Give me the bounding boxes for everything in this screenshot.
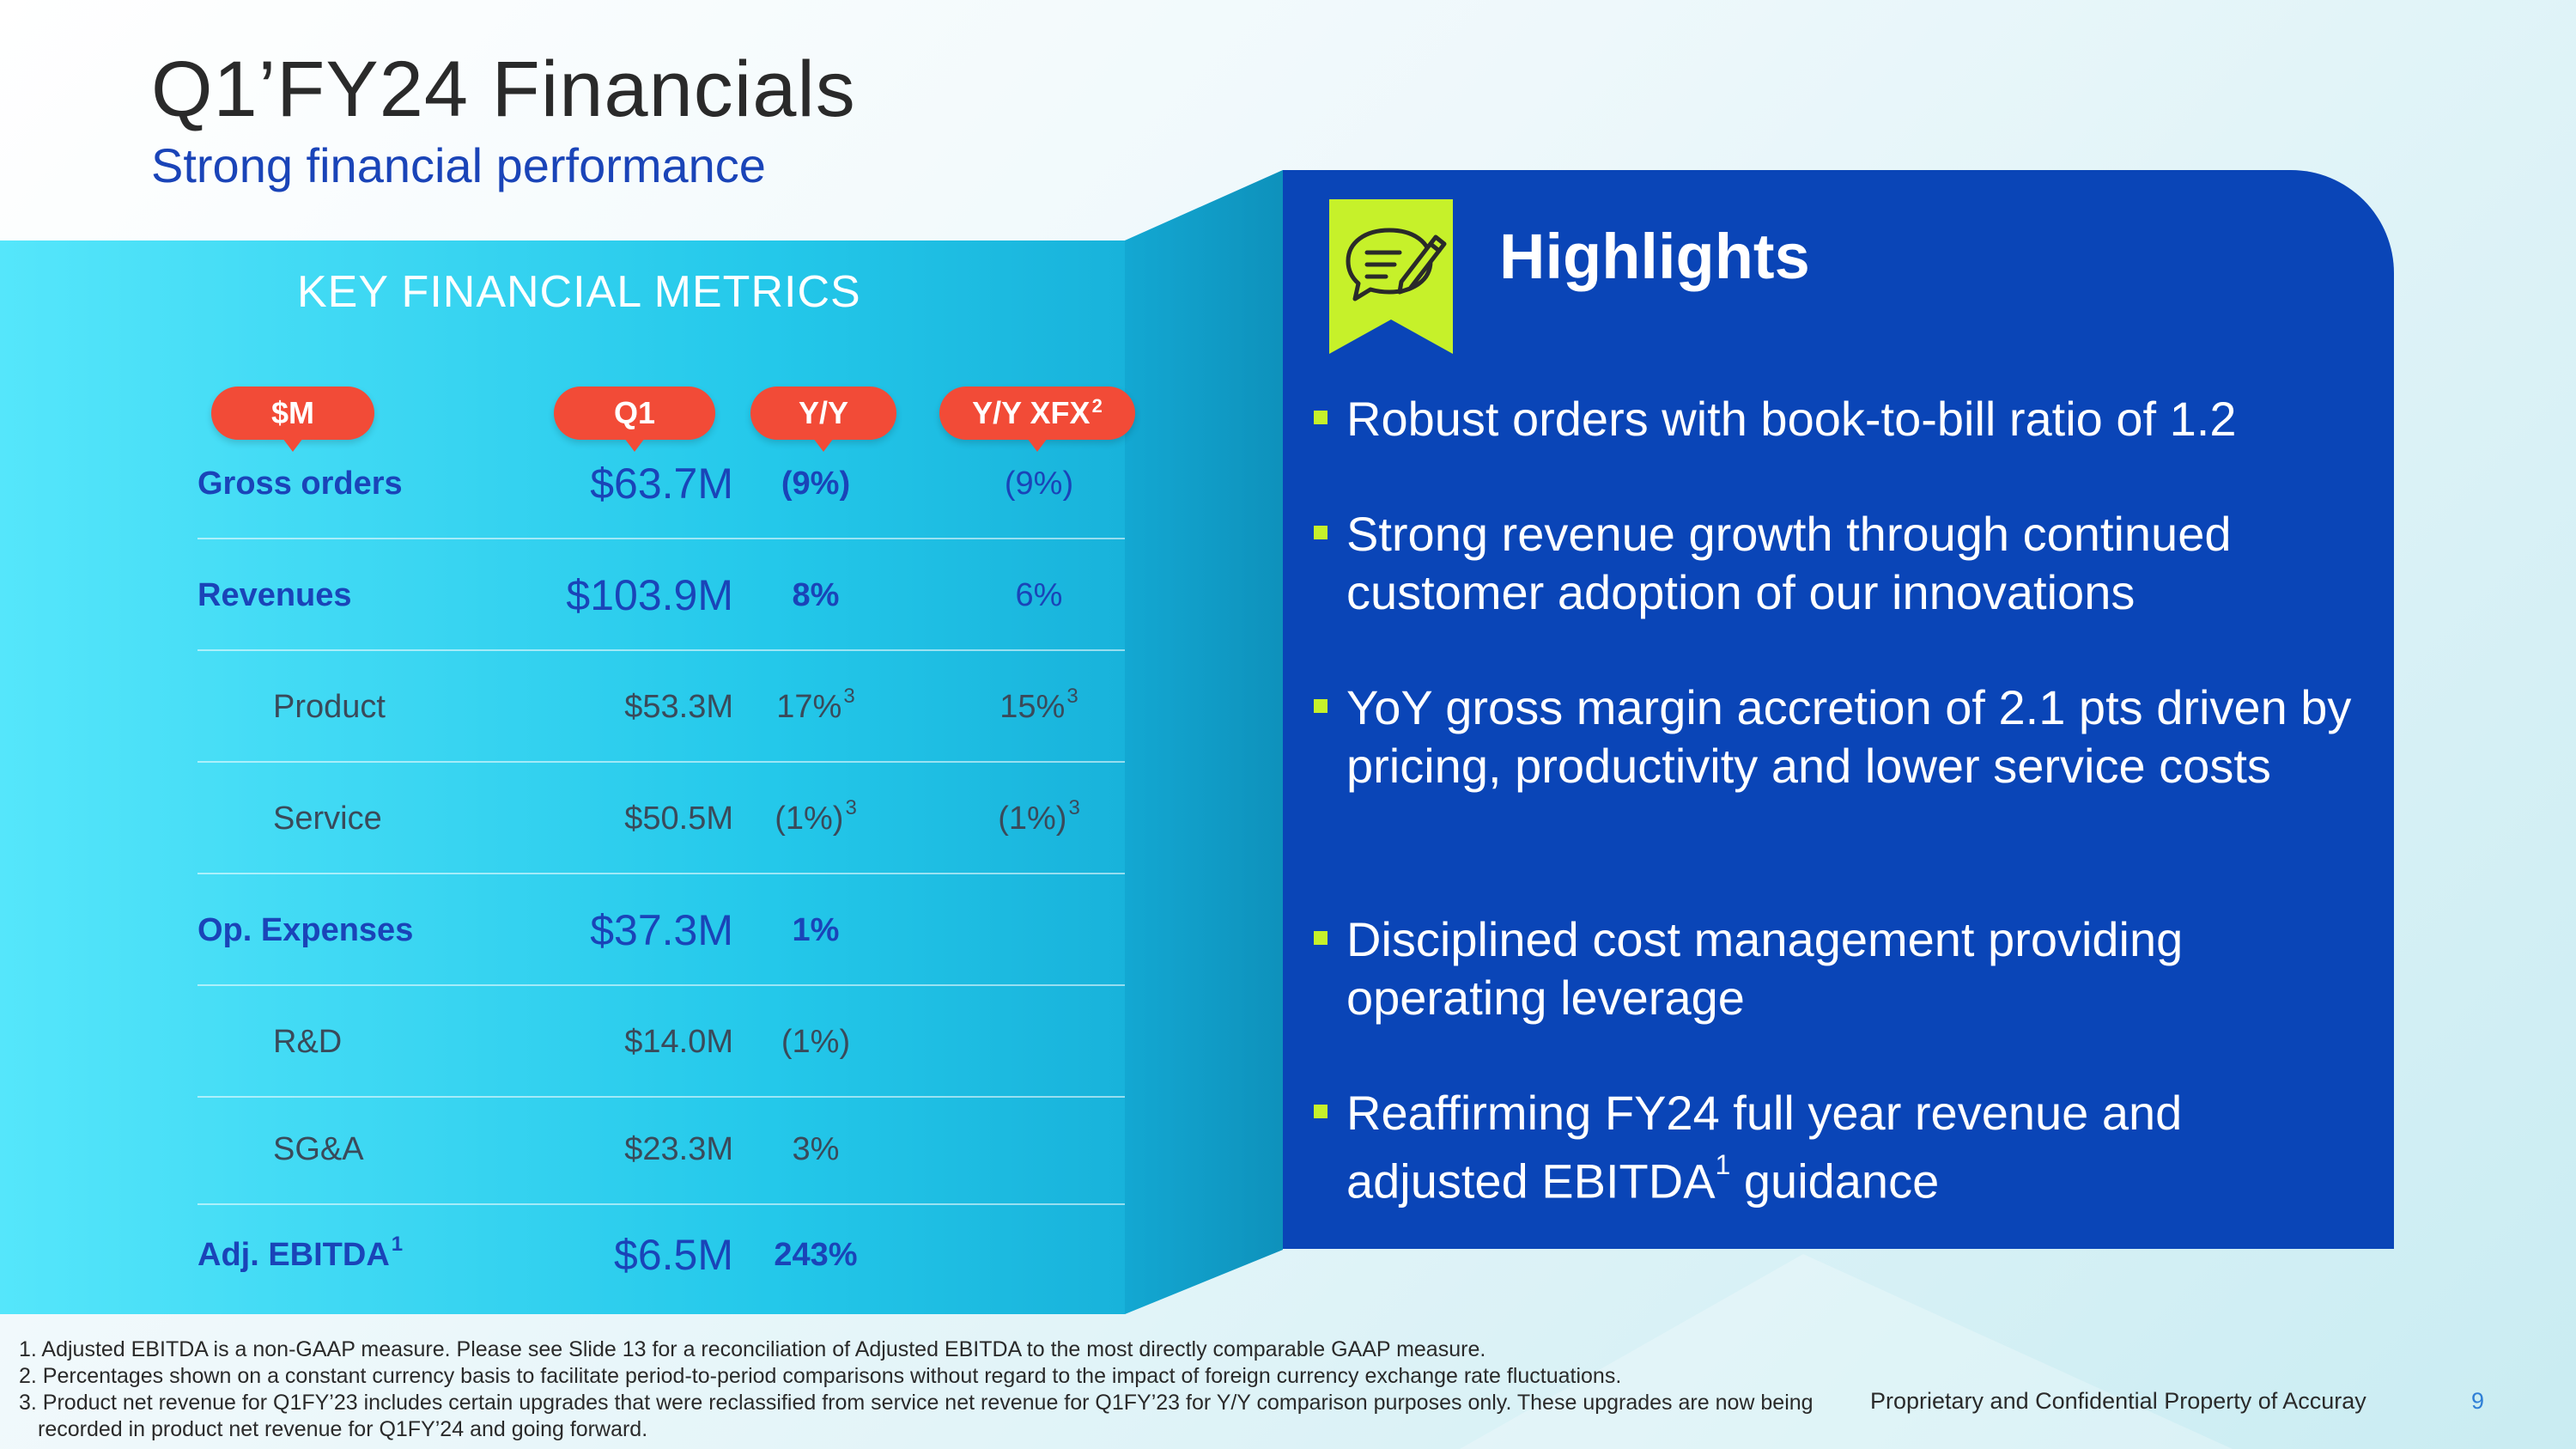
- bullet-text-part: guidance: [1730, 1154, 1940, 1209]
- column-xfx-text: Y/Y XFX: [972, 395, 1091, 430]
- bullet-text: Strong revenue growth through continued …: [1346, 507, 2232, 619]
- row-divider: [197, 761, 1125, 763]
- metric-row-op-expenses: Op. Expenses $37.3M 1%: [197, 874, 1125, 986]
- metric-label-cell: Adj. EBITDA 1: [197, 1201, 403, 1309]
- metric-row-service: Service $50.5M (1%) 3 (1%) 3: [197, 763, 1125, 874]
- bullet-square: [1314, 931, 1327, 945]
- bullet-text: Robust orders with book-to-bill ratio of…: [1346, 392, 2237, 446]
- metric-q1: $37.3M: [590, 906, 733, 954]
- metrics-panel-fold: [1125, 170, 1283, 1314]
- metric-label: Op. Expenses: [197, 911, 414, 948]
- page-title: Q1’FY24 Financials: [151, 46, 856, 133]
- highlights-panel: [1283, 170, 2394, 1249]
- metric-label: Adj. EBITDA: [197, 1236, 390, 1273]
- highlight-bullet-3: YoY gross margin accretion of 2.1 pts dr…: [1314, 679, 2370, 795]
- metric-yy: (9%): [781, 465, 851, 502]
- metric-row-adj-ebitda: Adj. EBITDA 1 $6.5M 243%: [197, 1201, 1125, 1309]
- column-pill-xfx: Y/Y XFX 2: [939, 387, 1135, 452]
- bullet-text: Reaffirming FY24 full year revenue and a…: [1346, 1084, 2370, 1211]
- metric-yy: 8%: [792, 576, 840, 613]
- column-pill-q1: Q1: [554, 387, 715, 452]
- page-subtitle: Strong financial performance: [151, 138, 766, 192]
- metric-xfx-cell: (1%) 3: [953, 763, 1125, 874]
- footnote-1: 1. Adjusted EBITDA is a non-GAAP measure…: [19, 1337, 1486, 1361]
- footnote-2: 2. Percentages shown on a constant curre…: [19, 1364, 1622, 1388]
- row-divider: [197, 538, 1125, 539]
- column-pill-yy: Y/Y: [750, 387, 896, 452]
- metric-yy: (1%): [775, 800, 844, 837]
- bullet-sup: 1: [1715, 1149, 1731, 1180]
- metric-label: Product: [273, 688, 386, 725]
- bullet-text: YoY gross margin accretion of 2.1 pts dr…: [1346, 680, 2352, 793]
- decor-shape: [1460, 1254, 2233, 1449]
- row-divider: [197, 1203, 1125, 1205]
- metric-row-gross-orders: Gross orders $63.7M (9%) (9%): [197, 428, 1125, 539]
- footnotes: 1. Adjusted EBITDA is a non-GAAP measure…: [19, 1336, 1865, 1443]
- metric-yy: 17%: [776, 688, 842, 725]
- bullet-square: [1314, 411, 1327, 424]
- metric-label: SG&A: [273, 1130, 364, 1167]
- metric-xfx-sup: 3: [1066, 685, 1078, 708]
- metric-xfx: 6%: [1015, 576, 1063, 613]
- metrics-panel-bg: [0, 170, 1283, 1314]
- row-divider: [197, 984, 1125, 986]
- metric-row-revenues: Revenues $103.9M 8% 6%: [197, 539, 1125, 651]
- metric-yy-sup: 3: [843, 685, 855, 708]
- metric-q1: $6.5M: [614, 1231, 733, 1279]
- bullet-square: [1314, 1105, 1327, 1118]
- metric-xfx: (1%): [998, 800, 1067, 837]
- metric-label: Gross orders: [197, 465, 403, 502]
- metric-label: Revenues: [197, 576, 352, 613]
- metric-yy-cell: 17% 3: [730, 651, 902, 763]
- row-divider: [197, 1096, 1125, 1098]
- column-yy-text: Y/Y: [798, 395, 849, 430]
- proprietary-notice: Proprietary and Confidential Property of…: [1870, 1388, 2366, 1414]
- metric-label: Service: [273, 800, 382, 837]
- bullet-text: Disciplined cost management providing op…: [1346, 912, 2184, 1025]
- highlight-bullet-2: Strong revenue growth through continued …: [1314, 505, 2370, 622]
- bullet-square: [1314, 526, 1327, 539]
- page-number: 9: [2471, 1388, 2485, 1414]
- metric-q1: $103.9M: [566, 571, 733, 619]
- metric-label-sup: 1: [391, 1233, 404, 1256]
- metric-xfx: (9%): [1004, 465, 1074, 502]
- metric-yy: (1%): [781, 1023, 851, 1060]
- column-xfx-sup: 2: [1091, 395, 1103, 417]
- row-divider: [197, 649, 1125, 651]
- row-divider: [197, 873, 1125, 874]
- metric-yy: 3%: [792, 1130, 840, 1167]
- metric-yy-cell: (1%) 3: [730, 763, 902, 874]
- metric-label: R&D: [273, 1023, 343, 1060]
- metric-q1: $63.7M: [590, 460, 733, 508]
- column-q1-text: Q1: [613, 395, 656, 430]
- chat-pencil-icon: [1329, 199, 1453, 354]
- metric-xfx-sup: 3: [1068, 796, 1080, 819]
- footnote-3: 3. Product net revenue for Q1FY’23 inclu…: [19, 1391, 1814, 1441]
- metric-q1: $14.0M: [624, 1023, 733, 1060]
- metric-row-rd: R&D $14.0M (1%): [197, 986, 1125, 1098]
- metric-xfx: 15%: [999, 688, 1066, 725]
- metric-q1: $53.3M: [624, 688, 733, 725]
- metric-row-product: Product $53.3M 17% 3 15% 3: [197, 651, 1125, 763]
- bullet-square: [1314, 699, 1327, 713]
- highlight-bullet-4: Disciplined cost management providing op…: [1314, 910, 2370, 1027]
- highlight-bullet-1: Robust orders with book-to-bill ratio of…: [1314, 390, 2370, 448]
- metric-yy: 1%: [792, 911, 840, 948]
- metric-yy: 243%: [774, 1236, 858, 1273]
- highlight-bullet-5: Reaffirming FY24 full year revenue and a…: [1314, 1084, 2370, 1211]
- bullet-text-part: Reaffirming FY24 full year revenue and a…: [1346, 1086, 2183, 1209]
- metric-row-sga: SG&A $23.3M 3%: [197, 1093, 1125, 1205]
- metrics-heading: KEY FINANCIAL METRICS: [297, 267, 861, 317]
- metric-q1: $50.5M: [624, 800, 733, 837]
- metric-yy-sup: 3: [845, 796, 857, 819]
- metric-q1: $23.3M: [624, 1130, 733, 1167]
- highlights-title: Highlights: [1499, 221, 1810, 292]
- metric-xfx-cell: 15% 3: [953, 651, 1125, 763]
- column-pill-label: $M: [211, 387, 374, 452]
- column-label-text: $M: [270, 395, 314, 430]
